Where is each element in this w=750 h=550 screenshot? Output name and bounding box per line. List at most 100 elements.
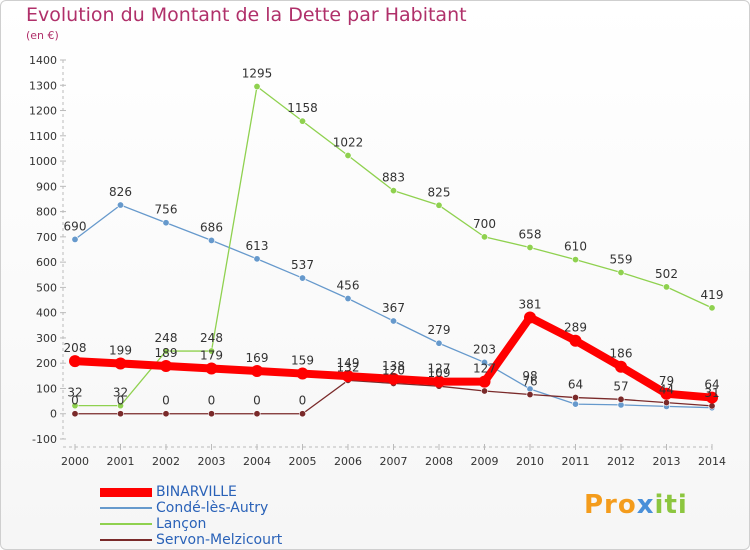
y-tick-label: 1400	[29, 54, 57, 67]
x-tick-label: 2010	[516, 455, 544, 468]
data-point	[571, 256, 579, 264]
data-point	[435, 201, 443, 209]
data-point	[344, 152, 352, 160]
legend-label: Condé-lès-Autry	[156, 500, 269, 516]
y-tick-label: 1300	[29, 79, 57, 92]
data-point	[253, 255, 261, 263]
y-tick-label: 400	[36, 307, 57, 320]
data-point	[706, 391, 718, 404]
data-label: 0	[208, 394, 216, 408]
data-point	[342, 370, 354, 383]
data-point	[298, 410, 306, 418]
data-label: 208	[64, 341, 87, 355]
data-label: 826	[109, 185, 132, 199]
data-label: 79	[659, 374, 674, 388]
x-tick-label: 2002	[152, 455, 180, 468]
logo-part-1: Pro	[584, 490, 637, 520]
y-tick-label: -100	[32, 433, 57, 446]
data-label: 1158	[287, 101, 318, 115]
data-point	[389, 187, 397, 195]
data-label: 419	[701, 288, 724, 302]
legend-label: Lançon	[156, 516, 207, 532]
data-label: 367	[382, 301, 405, 315]
data-point	[208, 236, 216, 244]
legend-swatch	[100, 488, 152, 497]
y-tick-label: 1000	[29, 155, 57, 168]
y-tick-label: 1100	[29, 130, 57, 143]
data-point	[251, 365, 263, 378]
data-point	[71, 235, 79, 243]
data-label: 57	[613, 379, 628, 393]
data-label: 203	[473, 342, 496, 356]
y-tick-label: 200	[36, 357, 57, 370]
x-tick-label: 2014	[698, 455, 726, 468]
data-point	[205, 362, 218, 375]
x-tick-label: 2012	[607, 455, 635, 468]
y-tick-label: 900	[36, 180, 57, 193]
data-label: 149	[337, 356, 360, 370]
data-label: 690	[64, 219, 87, 233]
chart-title: Evolution du Montant de la Dette par Hab…	[26, 4, 467, 26]
data-point	[71, 410, 79, 418]
data-label: 138	[382, 359, 405, 373]
y-tick-label: 100	[36, 382, 57, 395]
data-label: 825	[428, 185, 451, 199]
data-label: 456	[337, 279, 360, 293]
data-label: 109	[428, 366, 451, 380]
x-tick-label: 2009	[471, 455, 499, 468]
data-point	[660, 387, 673, 400]
data-label: 199	[109, 343, 132, 357]
data-point	[526, 243, 534, 251]
y-tick-label: 700	[36, 231, 57, 244]
data-label: 248	[200, 331, 223, 345]
x-tick-label: 2001	[107, 455, 135, 468]
data-point	[571, 394, 579, 402]
data-label: 32	[113, 386, 128, 400]
data-point	[117, 402, 125, 410]
logo-part-2: x	[636, 490, 655, 520]
data-point	[162, 347, 170, 355]
proxiti-logo: Proxiti	[584, 490, 688, 520]
data-point	[480, 387, 488, 395]
data-point	[117, 410, 125, 418]
data-point	[387, 372, 400, 385]
data-point	[480, 233, 488, 241]
x-tick-label: 2006	[334, 455, 362, 468]
data-label: 0	[162, 394, 170, 408]
data-label: 610	[564, 240, 587, 254]
legend-label: BINARVILLE	[156, 484, 237, 500]
data-label: 0	[71, 394, 79, 408]
legend-swatch	[100, 507, 152, 509]
data-label: 756	[155, 203, 178, 217]
data-point	[435, 339, 443, 347]
data-point	[298, 117, 306, 125]
data-point	[524, 311, 536, 324]
data-label: 120	[382, 363, 405, 377]
data-point	[162, 410, 170, 418]
x-tick-label: 2005	[289, 455, 317, 468]
data-point	[344, 295, 352, 303]
chart-subtitle: (en €)	[26, 29, 59, 42]
y-tick-label: 500	[36, 281, 57, 294]
legend-swatch	[100, 523, 152, 525]
x-tick-label: 2011	[562, 455, 590, 468]
data-point	[526, 391, 534, 399]
legend-swatch	[100, 539, 152, 541]
data-point	[389, 317, 397, 325]
data-label: 127	[473, 362, 496, 376]
data-label: 189	[155, 346, 178, 360]
data-label: 686	[200, 220, 223, 234]
data-point	[298, 274, 306, 282]
data-label: 159	[291, 354, 314, 368]
x-tick-label: 2004	[243, 455, 271, 468]
data-label: 132	[337, 360, 360, 374]
data-label: 1022	[333, 136, 364, 150]
data-point	[69, 355, 81, 368]
data-label: 31	[704, 386, 719, 400]
data-point	[480, 358, 488, 366]
data-point	[71, 402, 79, 410]
x-tick-label: 2000	[61, 455, 89, 468]
data-label: 64	[568, 378, 583, 392]
data-label: 381	[519, 297, 542, 311]
